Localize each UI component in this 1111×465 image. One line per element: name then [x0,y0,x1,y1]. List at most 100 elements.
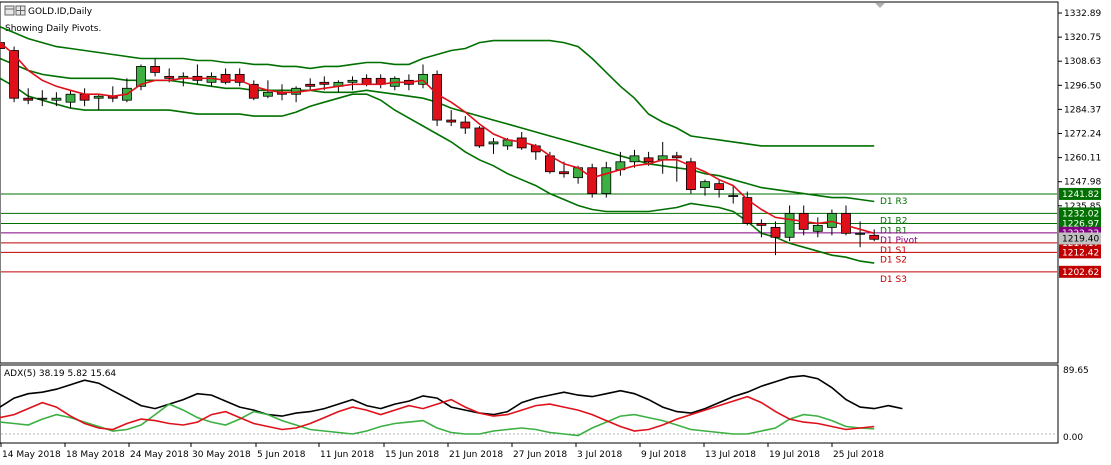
bull-candle [136,66,146,87]
pivot-label: D1 R2 [880,216,908,226]
bull-candle [827,213,837,228]
bull-candle [65,93,76,103]
bull-candle [93,95,104,99]
date-tick-label: 15 Jun 2018 [385,450,439,460]
bear-candle [643,157,654,163]
bull-candle [700,181,710,189]
price-tick-label: 1247.98 [1064,178,1101,188]
bull-candle [262,91,273,97]
bear-candle [432,73,443,121]
bull-candle [418,73,428,85]
bear-candle [23,97,34,101]
price-badge [1059,265,1101,278]
price-axis: 1332.89 1320.75 1308.63 1296.50 1284.37 1272.… [1058,9,1101,212]
indicator-ymax: 89.65 [1063,366,1089,376]
price-badge-label: 1241.82 [1062,190,1099,200]
adx-main-line [0,374,903,417]
bear-candle [714,183,724,191]
bear-candle [671,155,682,159]
bull-candle [37,97,48,100]
subtitle-label: Showing Daily Pivots. [5,24,101,34]
price-badge [1059,187,1101,200]
bear-candle [319,81,330,85]
bear-candle [361,77,372,85]
adx-lines [0,374,903,437]
bear-candle [770,226,781,238]
date-tick-label: 3 Jul 2018 [577,450,622,460]
price-badge [1059,207,1101,220]
indicator-pane-frame [0,364,1059,444]
bear-candle [756,222,767,226]
minus-di-line [0,395,875,432]
indicator-label: ADX(5) 38.19 5.82 15.64 [4,369,116,379]
pivot-label: D1 S2 [880,255,907,265]
price-pane-frame [0,1,1059,364]
price-badge-label: 1212.42 [1062,248,1099,258]
bear-candle [474,127,485,147]
price-tick-label: 1320.75 [1064,33,1101,43]
price-tick-label: 1284.37 [1064,105,1101,115]
date-tick-label: 18 May 2018 [66,450,125,460]
price-badge-label: 1202.62 [1062,268,1099,278]
bull-candle [347,79,358,83]
bear-candle [841,213,851,234]
date-tick-label: 27 Jun 2018 [513,450,567,460]
pivot-label: D1 S3 [880,275,907,285]
bull-candle [855,232,865,235]
bear-candle [79,93,90,101]
bear-candle [150,66,161,73]
chart-window-icon [4,5,15,16]
bear-candle [587,167,598,194]
price-tick-label: 1235.85 [1064,202,1101,212]
bear-candle [164,75,175,79]
bear-candle [869,234,880,240]
date-tick-label: 30 May 2018 [192,450,251,460]
date-tick-label: 19 Jul 2018 [769,450,820,460]
bull-candle [728,195,739,197]
lower-band-line [0,77,875,264]
scroll-marker-icon[interactable] [875,3,885,8]
date-axis: 14 May 2018 18 May 2018 24 May 2018 30 May … [0,443,884,460]
pivot-label: D1 R3 [880,197,908,207]
price-tick-label: 1260.11 [1064,154,1101,164]
date-tick-label: 11 Jun 2018 [320,450,374,460]
price-badge-label: 1232.02 [1062,209,1099,219]
bear-candle [9,50,20,99]
price-badge [1059,217,1101,230]
price-tick-label: 1332.89 [1064,9,1101,19]
bear-candle [446,119,457,123]
plus-di-line [0,403,875,437]
bull-candle [488,141,499,145]
date-tick-label: 9 Jul 2018 [641,450,686,460]
price-badge [1059,246,1101,259]
moving-average [0,41,875,235]
bear-candle [248,83,259,99]
current-price-badge [1059,232,1101,245]
symbol-label: GOLD.ID,Daily [28,7,93,17]
date-tick-label: 24 May 2018 [130,450,189,460]
pivot-label: D1 Pivot [880,236,918,246]
bear-candle [220,73,231,83]
date-tick-label: 25 Jul 2018 [833,450,884,460]
upper-band-line [0,25,875,147]
bull-candle [812,224,823,232]
bear-candle [742,197,753,224]
price-tick-label: 1272.24 [1064,130,1101,140]
moving-average-line [0,41,875,235]
price-tick-label: 1296.50 [1064,81,1101,91]
price-badges: 1241.821232.021226.971222.221217.171212.… [1059,187,1101,278]
bear-candle [559,171,569,175]
bull-candle [601,167,612,194]
current-price-label: 1219.40 [1062,234,1099,244]
date-tick-label: 14 May 2018 [2,450,61,460]
bear-candle [305,83,316,87]
bear-candle [234,73,245,83]
price-tick-label: 1308.63 [1064,57,1101,67]
pivot-label: D1 S1 [880,246,907,256]
bear-candle [460,121,471,129]
bear-candle [686,161,696,191]
date-tick-label: 21 Jun 2018 [449,450,503,460]
bull-candle [784,213,795,238]
